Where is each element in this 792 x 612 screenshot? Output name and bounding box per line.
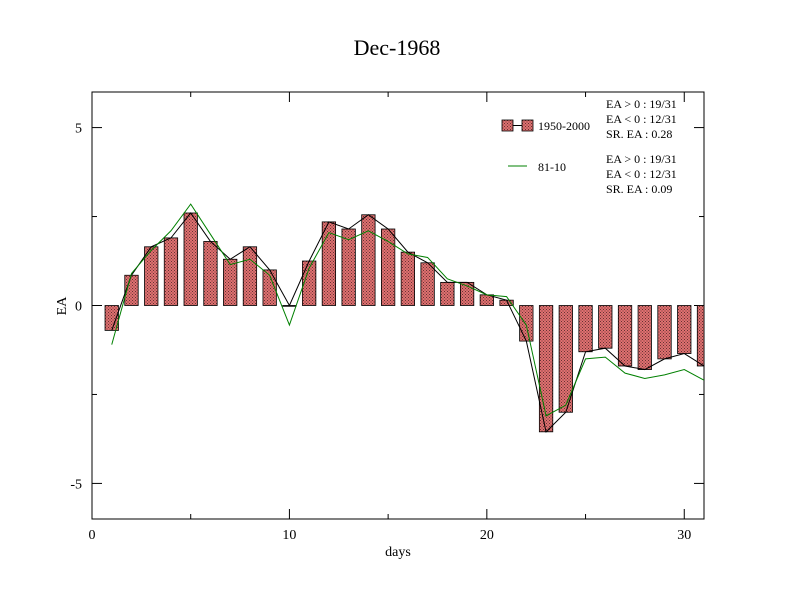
legend-stat-81-10: SR. EA : 0.09 (606, 182, 672, 196)
axes: 0 10 20 30 -5 0 5 (70, 92, 704, 543)
bar (341, 228, 356, 306)
bar (696, 305, 705, 367)
legend-label-81-10: 81-10 (538, 160, 566, 174)
bar (637, 305, 652, 370)
bar (420, 262, 435, 306)
x-tick-label: 20 (480, 528, 494, 543)
legend-label-1950-2000: 1950-2000 (538, 119, 590, 133)
bar (519, 305, 534, 342)
legend-swatch-bar-right (521, 119, 534, 132)
bar-series-1950-2000 (104, 212, 705, 433)
y-axis-label: EA (55, 296, 70, 316)
y-tick-label: 0 (75, 300, 82, 315)
bar (558, 305, 573, 413)
legend-stat-81-10: EA < 0 : 12/31 (606, 167, 677, 181)
legend-swatch-bar-left (501, 119, 514, 132)
bar (242, 246, 258, 306)
legend-stat-1950-2000: EA < 0 : 12/31 (606, 112, 677, 126)
bar (657, 305, 672, 360)
y-tick-label: 5 (75, 122, 82, 137)
bar (400, 251, 415, 306)
bar (598, 305, 613, 349)
x-tick-label: 30 (677, 528, 691, 543)
bar (361, 214, 376, 306)
bar (617, 305, 633, 367)
x-tick-label: 10 (282, 528, 296, 543)
bar (440, 281, 455, 306)
bar (203, 241, 218, 306)
x-tick-label: 0 (89, 528, 96, 543)
bar (223, 258, 238, 306)
bar (163, 237, 179, 306)
bar (381, 228, 396, 306)
bar (183, 212, 198, 306)
line-81-10 (111, 203, 704, 417)
chart-title: Dec-1968 (354, 35, 441, 60)
bar (578, 305, 593, 353)
legend-stat-1950-2000: SR. EA : 0.28 (606, 127, 672, 141)
legend-stat-1950-2000: EA > 0 : 19/31 (606, 97, 677, 111)
line-series (111, 203, 704, 433)
y-tick-label: -5 (70, 477, 82, 492)
line-1950-2000 (111, 212, 704, 433)
legend-stat-81-10: EA > 0 : 19/31 (606, 152, 677, 166)
bar (677, 305, 692, 354)
x-axis-label: days (385, 545, 411, 560)
